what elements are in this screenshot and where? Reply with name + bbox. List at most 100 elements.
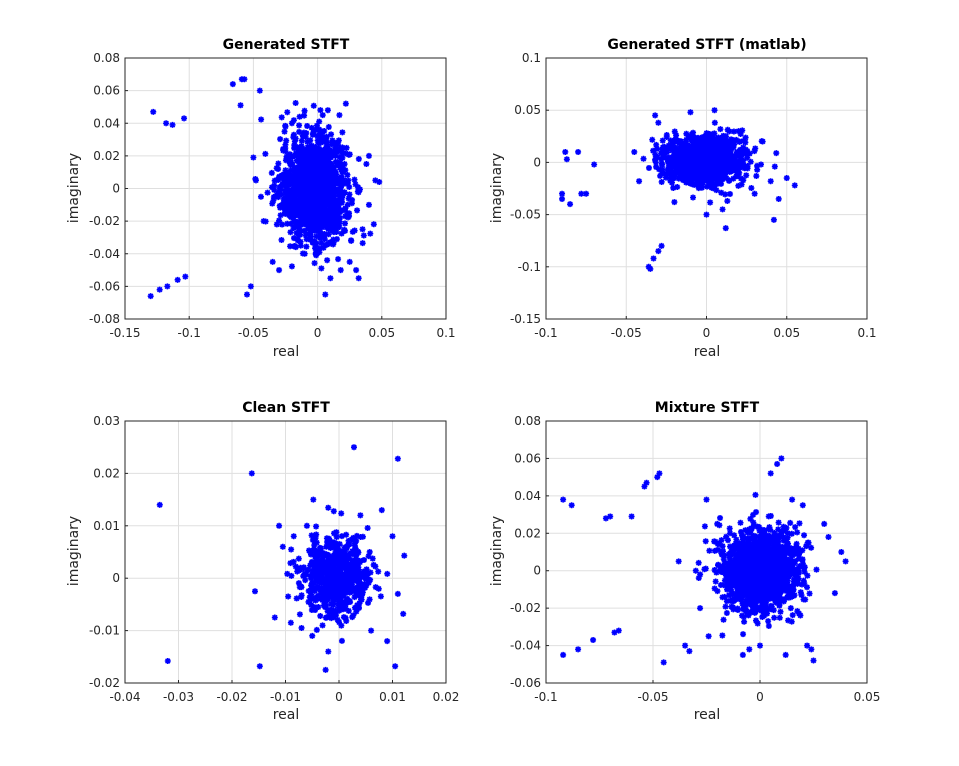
data-point [665, 142, 672, 149]
data-point [355, 155, 362, 162]
y-tick-label: 0.04 [514, 489, 541, 503]
x-tick-label: 0 [703, 326, 711, 340]
data-point [666, 166, 673, 173]
data-point [726, 168, 733, 175]
data-point [734, 575, 741, 582]
x-tick-label: 0.05 [773, 326, 800, 340]
data-point [726, 177, 733, 184]
data-point [313, 233, 320, 240]
data-point [799, 560, 806, 567]
data-point [342, 100, 349, 107]
data-point [350, 584, 357, 591]
data-point [339, 582, 346, 589]
data-point [332, 612, 339, 619]
data-point [358, 592, 365, 599]
x-tick-label: 0 [314, 326, 322, 340]
data-point [310, 238, 317, 245]
data-point [343, 617, 350, 624]
data-point [787, 605, 794, 612]
data-point [578, 190, 585, 197]
data-point [716, 167, 723, 174]
data-point [718, 180, 725, 187]
data-point [771, 591, 778, 598]
data-point [318, 138, 325, 145]
data-point [712, 161, 719, 168]
data-point [731, 532, 738, 539]
data-point [353, 551, 360, 558]
data-point [754, 162, 761, 169]
data-point [351, 540, 358, 547]
subplot-clean-stft: Clean STFT real imaginary -0.04 -0.03 -0.0… [66, 400, 459, 723]
plot-title: Clean STFT [242, 400, 330, 416]
data-point [330, 192, 337, 199]
data-point [318, 205, 325, 212]
data-point [675, 151, 682, 158]
data-point [269, 258, 276, 265]
data-point [312, 594, 319, 601]
data-point [740, 586, 747, 593]
data-point [702, 565, 709, 572]
data-point [310, 603, 317, 610]
data-point [338, 146, 345, 153]
data-point [673, 168, 680, 175]
data-point [650, 255, 657, 262]
data-point [281, 205, 288, 212]
data-point [338, 637, 345, 644]
data-point [732, 591, 739, 598]
data-point [332, 225, 339, 232]
data-point [727, 190, 734, 197]
data-point [742, 150, 749, 157]
data-point [659, 146, 666, 153]
data-point [763, 604, 770, 611]
y-tick-label: 0.1 [522, 51, 541, 65]
data-point [751, 522, 758, 529]
data-point [652, 159, 659, 166]
data-point [307, 551, 314, 558]
data-point [308, 124, 315, 131]
data-point [318, 179, 325, 186]
data-point [730, 550, 737, 557]
data-point [723, 175, 730, 182]
data-point [737, 130, 744, 137]
data-point [310, 102, 317, 109]
data-point [277, 212, 284, 219]
data-point [298, 213, 305, 220]
data-point [294, 568, 301, 575]
data-point [664, 149, 671, 156]
data-point [342, 213, 349, 220]
data-point [738, 161, 745, 168]
data-point [706, 146, 713, 153]
data-point [775, 538, 782, 545]
data-point [363, 575, 370, 582]
data-point [297, 173, 304, 180]
data-point [725, 152, 732, 159]
data-point [312, 127, 319, 134]
data-point [301, 148, 308, 155]
data-point [756, 524, 763, 531]
data-point [315, 196, 322, 203]
data-point [278, 114, 285, 121]
data-point [760, 580, 767, 587]
data-point [367, 576, 374, 583]
data-point [306, 547, 313, 554]
data-point [296, 122, 303, 129]
data-point [316, 570, 323, 577]
y-tick-label: -0.08 [89, 312, 120, 326]
data-point [332, 158, 339, 165]
data-point [715, 134, 722, 141]
data-point [303, 213, 310, 220]
data-point [308, 558, 315, 565]
data-point [331, 555, 338, 562]
data-point [726, 592, 733, 599]
data-point [324, 161, 331, 168]
data-point [714, 180, 721, 187]
data-point [369, 555, 376, 562]
data-point [327, 161, 334, 168]
data-point [301, 180, 308, 187]
data-point [655, 119, 662, 126]
data-point [312, 243, 319, 250]
data-point [799, 547, 806, 554]
data-point [745, 535, 752, 542]
data-point [722, 572, 729, 579]
data-point [326, 578, 333, 585]
